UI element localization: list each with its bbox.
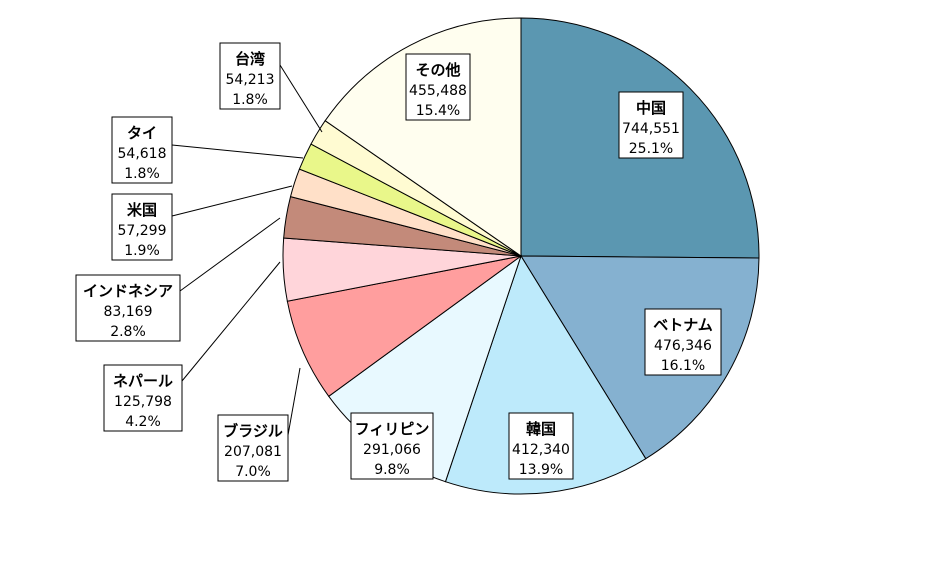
data-label-value-label: 54,213 [226, 72, 275, 88]
data-label-value-label: 291,066 [363, 442, 421, 458]
data-label-box [644, 308, 722, 376]
pie-slice-11 [324, 17, 522, 257]
data-label-percent-label: 9.8% [374, 462, 410, 478]
pie-slices [282, 17, 760, 495]
data-label-value-label: 412,340 [512, 442, 570, 458]
data-label-name: インドネシア [83, 282, 173, 300]
data-label-percent-label: 2.8% [110, 324, 146, 340]
data-label-percent-label: 1.9% [124, 243, 160, 259]
data-label-1: 中国 744,551 25.1% [618, 91, 684, 159]
data-label-box [217, 414, 289, 482]
data-label-6: ネパール 125,798 4.2% [103, 364, 183, 432]
data-label-name: 台湾 [235, 50, 265, 68]
data-label-percent-label: 15.4% [416, 103, 460, 119]
data-label-percent-label: 25.1% [629, 141, 673, 157]
data-label-name: ブラジル [223, 422, 283, 440]
data-label-percent-label: 7.0% [235, 464, 271, 480]
data-labels: 中国 744,551 25.1% ベトナム 476,346 16.1% 韓国 412,340 1… [75, 42, 722, 482]
data-label-4: フィリピン 291,066 9.8% [350, 412, 434, 480]
data-label-name: その他 [415, 61, 460, 79]
data-label-name: 韓国 [526, 420, 556, 438]
data-label-box [103, 364, 183, 432]
leader-line-9 [171, 144, 304, 159]
data-label-percent-label: 4.2% [125, 414, 161, 430]
data-label-value-label: 125,798 [114, 394, 172, 410]
pie-slice-5 [286, 255, 522, 397]
data-label-name: フィリピン [355, 420, 430, 438]
data-label-box [350, 412, 434, 480]
leader-line-5 [287, 367, 301, 436]
data-label-name: 中国 [636, 99, 666, 117]
data-label-percent-label: 1.8% [124, 166, 160, 182]
data-label-box [111, 193, 173, 261]
data-label-value-label: 744,551 [622, 121, 680, 137]
data-label-percent-label: 1.8% [232, 92, 268, 108]
data-label-7: インドネシア 83,169 2.8% [75, 274, 181, 342]
data-label-8: 米国 57,299 1.9% [111, 193, 173, 261]
data-label-value-label: 207,081 [224, 444, 282, 460]
data-label-box [75, 274, 181, 342]
leader-lines [171, 64, 323, 436]
leader-line-6 [181, 261, 281, 382]
data-label-box [618, 91, 684, 159]
data-label-box [219, 42, 281, 110]
data-label-value-label: 57,299 [118, 223, 167, 239]
data-label-3: 韓国 412,340 13.9% [508, 412, 574, 480]
data-label-box [405, 53, 471, 121]
data-label-value-label: 54,618 [118, 146, 167, 162]
data-label-name: ネパール [113, 372, 173, 390]
data-label-10: 台湾 54,213 1.8% [219, 42, 281, 110]
data-label-9: タイ 54,618 1.8% [111, 116, 173, 184]
pie-slice-3 [444, 254, 647, 495]
data-label-5: ブラジル 207,081 7.0% [217, 414, 289, 482]
leader-line-10 [279, 64, 323, 133]
leader-line-7 [179, 217, 281, 292]
data-label-11: その他 455,488 15.4% [405, 53, 471, 121]
data-label-name: タイ [127, 124, 157, 142]
data-label-value-label: 455,488 [409, 83, 467, 99]
leader-line-8 [171, 185, 293, 217]
data-label-2: ベトナム 476,346 16.1% [644, 308, 722, 376]
data-label-box [508, 412, 574, 480]
data-label-name: ベトナム [653, 316, 713, 334]
data-label-percent-label: 16.1% [661, 358, 705, 374]
pie-slice-2 [520, 255, 760, 460]
data-label-name: 米国 [127, 201, 157, 219]
data-label-value-label: 476,346 [654, 338, 712, 354]
data-label-box [111, 116, 173, 184]
data-label-value-label: 83,169 [104, 304, 153, 320]
data-label-percent-label: 13.9% [519, 462, 563, 478]
